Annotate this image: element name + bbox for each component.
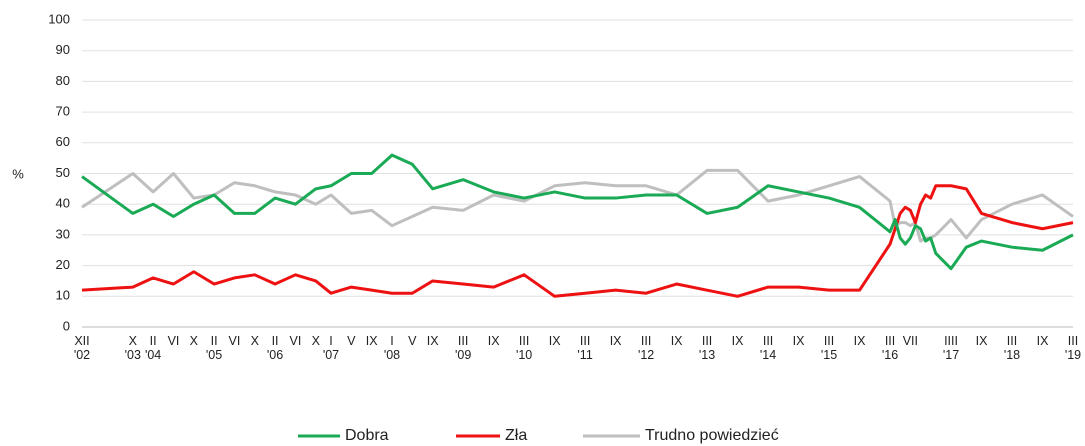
legend-label: Trudno powiedzieć — [645, 427, 779, 444]
x-tick-label: II '06 — [266, 334, 284, 362]
x-tick-label: X — [189, 334, 198, 348]
x-tick-label: IIII '17 — [942, 334, 960, 362]
x-tick-label: VI — [228, 334, 241, 348]
y-tick-label: 90 — [56, 42, 70, 57]
x-tick-label: III '11 — [577, 334, 593, 362]
x-tick-label: IX — [548, 334, 561, 348]
x-tick-label: XII '02 — [73, 334, 91, 362]
x-tick-label: I '07 — [322, 334, 340, 362]
x-tick-label: III '15 — [820, 334, 838, 362]
x-tick-label: VI — [289, 334, 302, 348]
y-tick-label: 70 — [56, 104, 70, 119]
y-tick-label: 0 — [63, 318, 70, 333]
legend-label: Dobra — [345, 427, 389, 444]
x-tick-label: III '09 — [454, 334, 472, 362]
x-tick-label: IX — [609, 334, 622, 348]
x-tick-label: III '19 — [1064, 334, 1082, 362]
x-tick-label: III '16 — [881, 334, 899, 362]
x-tick-label: III '14 — [759, 334, 777, 362]
x-tick-label: II '04 — [144, 334, 162, 362]
x-tick-label: IX — [670, 334, 683, 348]
legend-label: Zła — [505, 427, 527, 444]
x-tick-label: IX — [426, 334, 439, 348]
y-axis-label: % — [12, 166, 24, 181]
x-tick-label: VII — [902, 334, 918, 348]
x-tick-label: IX — [792, 334, 805, 348]
y-tick-label: 30 — [56, 226, 70, 241]
x-tick-label: III '10 — [515, 334, 533, 362]
x-tick-label: V — [408, 334, 417, 348]
x-tick-label: IX — [487, 334, 500, 348]
x-tick-label: X — [250, 334, 259, 348]
x-tick-label: IX — [975, 334, 988, 348]
x-tick-label: I '08 — [383, 334, 401, 362]
series-line — [81, 153, 1074, 271]
x-tick-label: IX — [731, 334, 744, 348]
x-tick-label: X — [311, 334, 320, 348]
x-tick-label: IX — [853, 334, 866, 348]
y-tick-label: 50 — [56, 165, 70, 180]
x-tick-label: II '05 — [205, 334, 223, 362]
y-tick-label: 60 — [56, 134, 70, 149]
y-tick-label: 20 — [56, 257, 70, 272]
x-tick-label: III '12 — [637, 334, 655, 362]
x-tick-label: X '03 — [124, 334, 141, 362]
series-line — [81, 168, 1074, 243]
y-tick-label: 80 — [56, 73, 70, 88]
y-tick-label: 100 — [48, 11, 70, 26]
y-tick-label: 40 — [56, 196, 70, 211]
x-tick-label: IX — [1036, 334, 1049, 348]
x-tick-label: III '18 — [1003, 334, 1021, 362]
x-tick-label: V — [347, 334, 356, 348]
x-tick-label: IX — [365, 334, 378, 348]
y-tick-label: 10 — [56, 288, 70, 303]
x-tick-label: III '13 — [698, 334, 716, 362]
series-line — [81, 184, 1074, 298]
x-tick-label: VI — [167, 334, 180, 348]
